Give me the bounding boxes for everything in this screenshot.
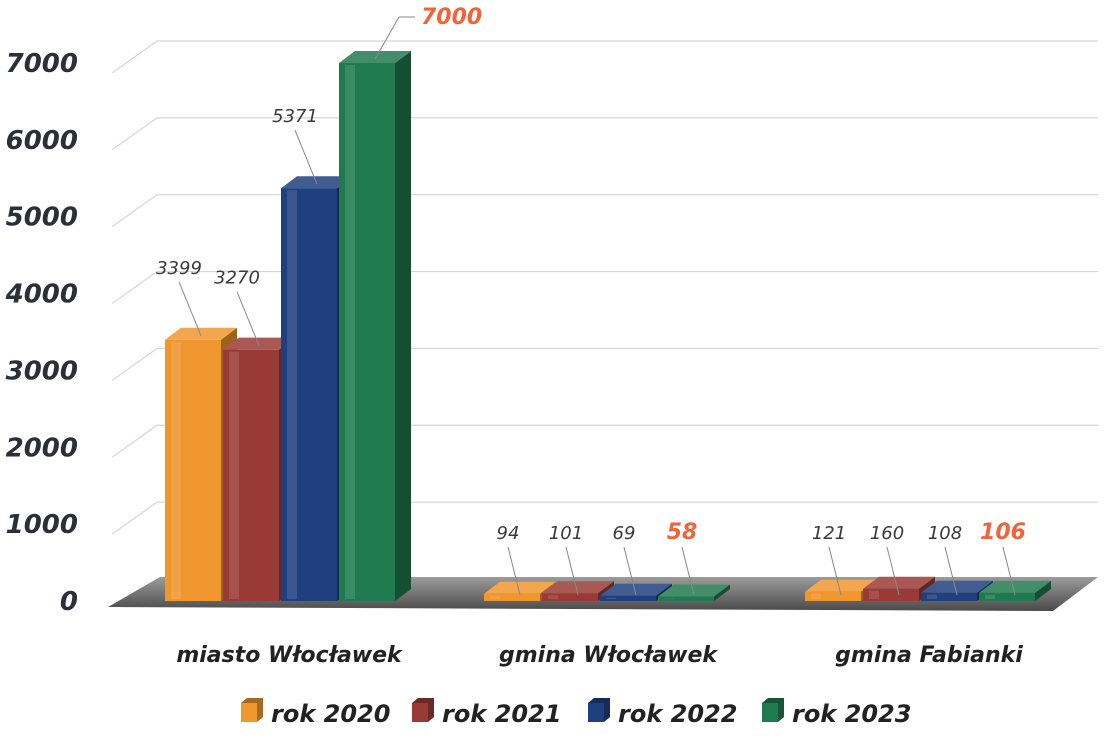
y-axis-ticks: 0 1000 2000 3000 4000 5000 6000 7000 [5, 49, 78, 617]
category-label: miasto Włocławek [176, 643, 403, 668]
leader-line [237, 292, 259, 346]
y-tick-label: 4000 [5, 280, 78, 310]
bar-sheen [811, 594, 821, 599]
bar-sheen [927, 595, 937, 599]
legend-label: rok 2022 [618, 700, 737, 728]
y-tick-label: 3000 [6, 356, 78, 386]
data-label: 3399 [156, 258, 202, 279]
bars [165, 51, 1051, 601]
data-label: 160 [870, 523, 904, 544]
y-tick-label: 0 [60, 587, 78, 617]
gridline [112, 118, 1098, 150]
bar-sheen [287, 190, 297, 599]
legend: rok 2020 rok 2021 rok 2022 rok 2023 [241, 698, 911, 728]
leader-line [295, 130, 317, 184]
bar-sheen [490, 596, 500, 599]
y-tick-label: 2000 [6, 433, 78, 463]
bar-sheen [869, 591, 879, 599]
bar-sheen [548, 595, 558, 599]
legend-item: rok 2021 [412, 698, 561, 728]
data-label: 5371 [272, 106, 318, 127]
bar-sheen [229, 352, 239, 599]
y-tick-label: 1000 [6, 510, 78, 540]
data-label: 58 [667, 520, 698, 545]
data-label: 106 [980, 520, 1026, 545]
category-labels: miasto Włocławek gmina Włocławek gmina Fab… [176, 643, 1023, 668]
legend-item: rok 2023 [762, 698, 911, 728]
leader-line [179, 282, 201, 336]
bar-sheen [345, 65, 355, 599]
bar-sheen [985, 595, 995, 599]
bar-side [395, 51, 411, 601]
data-label: 94 [497, 523, 520, 544]
legend-label: rok 2020 [271, 700, 390, 728]
data-label: 108 [928, 523, 962, 544]
data-label: 3270 [214, 268, 260, 289]
data-label: 101 [549, 523, 583, 544]
data-label: 69 [613, 523, 636, 544]
legend-label: rok 2021 [442, 700, 561, 728]
y-tick-label: 6000 [6, 126, 78, 156]
legend-swatch [241, 703, 257, 722]
legend-swatch [412, 703, 428, 722]
legend-item: rok 2022 [588, 698, 737, 728]
data-label: 7000 [421, 5, 482, 30]
legend-swatch [762, 703, 778, 722]
legend-swatch [588, 703, 604, 722]
legend-item: rok 2020 [241, 698, 390, 728]
bar-sheen [171, 342, 181, 599]
legend-label: rok 2023 [792, 700, 911, 728]
gridline [112, 195, 1098, 227]
bar [339, 51, 411, 601]
gridline [112, 41, 1098, 73]
data-label: 121 [812, 523, 846, 544]
bar-sheen [606, 598, 616, 599]
y-tick-label: 7000 [6, 49, 78, 79]
category-label: gmina Włocławek [499, 643, 718, 668]
y-tick-label: 5000 [6, 203, 78, 233]
category-label: gmina Fabianki [835, 643, 1023, 668]
